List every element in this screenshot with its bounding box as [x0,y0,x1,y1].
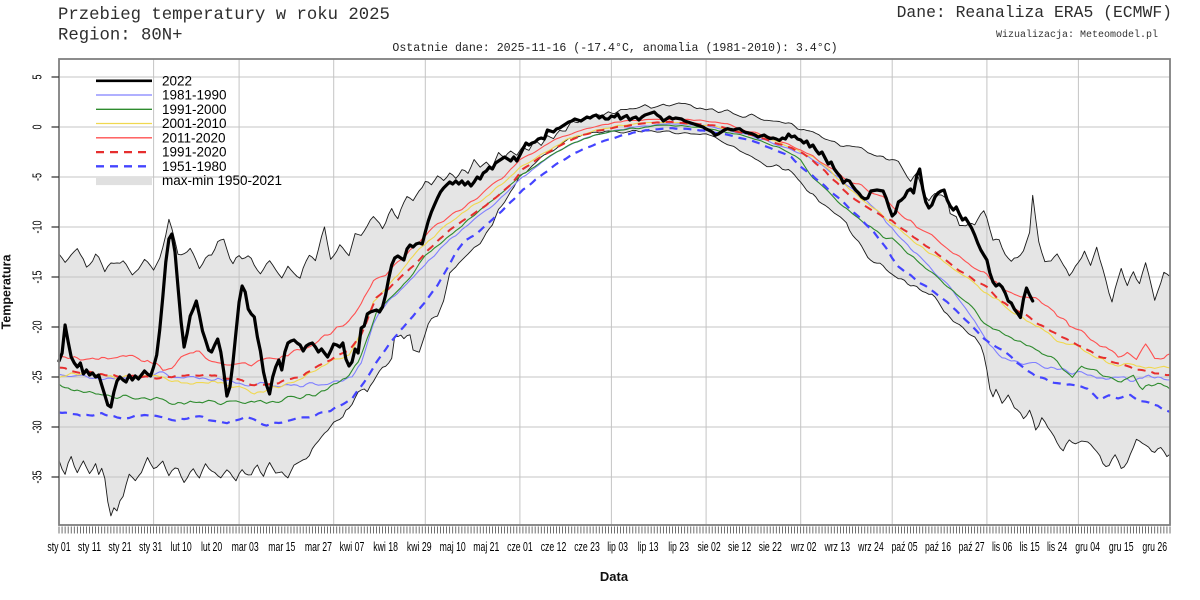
svg-text:Region: 80N+: Region: 80N+ [58,27,182,46]
svg-text:sie 02: sie 02 [698,539,721,554]
svg-text:wrz 24: wrz 24 [857,539,883,554]
svg-text:Dane: Reanaliza ERA5 (ECMWF): Dane: Reanaliza ERA5 (ECMWF) [897,3,1172,22]
svg-text:cze 12: cze 12 [541,539,567,554]
svg-text:lip 23: lip 23 [668,539,689,554]
svg-text:Przebieg temperatury w roku 20: Przebieg temperatury w roku 2025 [58,6,390,25]
svg-text:Wizualizacja: Meteomodel.pl: Wizualizacja: Meteomodel.pl [996,29,1158,41]
svg-text:1981-1990: 1981-1990 [162,88,227,103]
svg-text:sty 31: sty 31 [139,539,162,554]
svg-text:1951-1980: 1951-1980 [162,159,227,174]
svg-text:paź 05: paź 05 [891,539,917,554]
svg-text:sie 22: sie 22 [759,539,782,554]
svg-text:lis 24: lis 24 [1047,539,1067,554]
svg-text:maj 10: maj 10 [440,539,466,554]
svg-text:kwi 18: kwi 18 [373,539,398,554]
svg-text:-5: -5 [30,173,45,181]
svg-text:lut 10: lut 10 [170,539,191,554]
svg-text:mar 27: mar 27 [305,539,332,554]
svg-text:2022: 2022 [162,73,192,88]
svg-text:2011-2020: 2011-2020 [162,130,226,145]
svg-text:maj 21: maj 21 [473,539,499,554]
svg-text:-30: -30 [30,421,45,434]
svg-text:kwi 07: kwi 07 [340,539,365,554]
svg-text:paź 27: paź 27 [959,539,985,554]
svg-text:Temperatura: Temperatura [0,254,14,330]
svg-text:gru 04: gru 04 [1075,539,1100,554]
svg-text:5: 5 [30,75,45,80]
svg-text:wrz 13: wrz 13 [824,539,850,554]
svg-text:kwi 29: kwi 29 [407,539,432,554]
svg-text:lis 15: lis 15 [1019,539,1039,554]
svg-text:-20: -20 [30,321,45,334]
svg-text:sty 11: sty 11 [78,539,101,554]
svg-text:gru 15: gru 15 [1109,539,1134,554]
svg-text:-10: -10 [30,221,45,234]
svg-text:gru 26: gru 26 [1142,539,1167,554]
svg-text:sie 12: sie 12 [728,539,751,554]
svg-text:mar 03: mar 03 [232,539,259,554]
svg-text:paź 16: paź 16 [925,539,951,554]
svg-text:max-min 1950-2021: max-min 1950-2021 [162,173,282,188]
svg-text:cze 23: cze 23 [574,539,600,554]
svg-text:-35: -35 [30,471,45,484]
svg-text:sty 21: sty 21 [108,539,131,554]
svg-text:lut 20: lut 20 [201,539,222,554]
svg-text:0: 0 [30,125,45,130]
svg-text:lis 06: lis 06 [992,539,1012,554]
svg-text:mar 15: mar 15 [268,539,295,554]
svg-text:lip 03: lip 03 [607,539,628,554]
svg-text:-25: -25 [30,371,45,384]
svg-text:1991-2000: 1991-2000 [162,102,227,117]
svg-text:cze 01: cze 01 [507,539,533,554]
svg-text:wrz 02: wrz 02 [790,539,816,554]
svg-text:Data: Data [600,569,629,584]
svg-text:sty 01: sty 01 [47,539,70,554]
svg-text:2001-2010: 2001-2010 [162,116,227,131]
svg-text:-15: -15 [30,271,45,284]
svg-text:1991-2020: 1991-2020 [162,145,227,160]
svg-text:lip 13: lip 13 [638,539,659,554]
svg-text:Ostatnie dane: 2025-11-16 (-17: Ostatnie dane: 2025-11-16 (-17.4°C, anom… [392,42,837,55]
